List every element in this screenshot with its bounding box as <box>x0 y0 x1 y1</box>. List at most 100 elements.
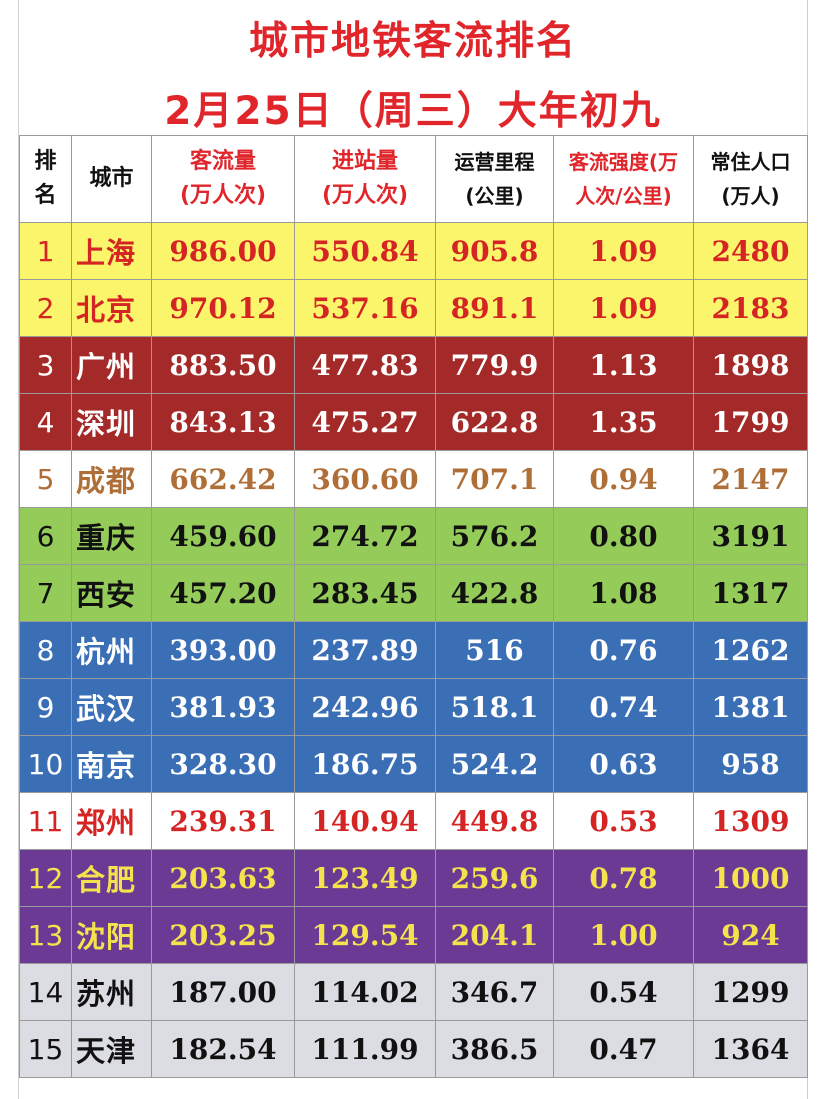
city-cell: 广州 <box>71 336 152 394</box>
inbound-cell: 129.54 <box>294 906 436 964</box>
city-cell: 上海 <box>71 222 152 280</box>
mileage-cell: 622.8 <box>435 393 554 451</box>
inbound-cell: 237.89 <box>294 621 436 679</box>
intensity-cell: 0.80 <box>553 507 694 565</box>
mileage-cell: 518.1 <box>435 678 554 736</box>
inbound-cell: 537.16 <box>294 279 436 337</box>
rank-cell: 1 <box>19 222 72 280</box>
mileage-cell: 779.9 <box>435 336 554 394</box>
city-cell: 沈阳 <box>71 906 152 964</box>
rank-cell: 7 <box>19 564 72 622</box>
page-title: 城市地铁客流排名 <box>248 19 577 64</box>
flow-cell: 457.20 <box>151 564 295 622</box>
table-row: 9 武汉 381.93 242.96 518.1 0.74 1381 <box>19 678 808 736</box>
table-row: 14 苏州 187.00 114.02 346.7 0.54 1299 <box>19 963 808 1021</box>
mileage-cell: 259.6 <box>435 849 554 907</box>
mileage-cell: 576.2 <box>435 507 554 565</box>
mileage-cell: 891.1 <box>435 279 554 337</box>
population-cell: 1799 <box>693 393 808 451</box>
intensity-cell: 0.63 <box>553 735 694 793</box>
population-cell: 1309 <box>693 792 808 850</box>
inbound-cell: 477.83 <box>294 336 436 394</box>
flow-cell: 843.13 <box>151 393 295 451</box>
population-cell: 1381 <box>693 678 808 736</box>
header-population: 常住人口 (万人) <box>693 135 808 223</box>
city-cell: 武汉 <box>71 678 152 736</box>
inbound-cell: 114.02 <box>294 963 436 1021</box>
flow-cell: 203.25 <box>151 906 295 964</box>
city-cell: 北京 <box>71 279 152 337</box>
population-cell: 1898 <box>693 336 808 394</box>
flow-cell: 459.60 <box>151 507 295 565</box>
intensity-cell: 0.54 <box>553 963 694 1021</box>
mileage-cell: 516 <box>435 621 554 679</box>
table-row: 13 沈阳 203.25 129.54 204.1 1.00 924 <box>19 906 808 964</box>
population-cell: 1000 <box>693 849 808 907</box>
rank-cell: 10 <box>19 735 72 793</box>
intensity-cell: 1.00 <box>553 906 694 964</box>
inbound-cell: 360.60 <box>294 450 436 508</box>
flow-cell: 662.42 <box>151 450 295 508</box>
flow-cell: 239.31 <box>151 792 295 850</box>
inbound-cell: 475.27 <box>294 393 436 451</box>
intensity-cell: 0.94 <box>553 450 694 508</box>
rank-cell: 11 <box>19 792 72 850</box>
inbound-cell: 283.45 <box>294 564 436 622</box>
city-cell: 西安 <box>71 564 152 622</box>
inbound-cell: 111.99 <box>294 1020 436 1078</box>
intensity-cell: 0.76 <box>553 621 694 679</box>
city-cell: 郑州 <box>71 792 152 850</box>
flow-cell: 970.12 <box>151 279 295 337</box>
header-mileage: 运营里程 (公里) <box>435 135 554 223</box>
mileage-cell: 346.7 <box>435 963 554 1021</box>
city-cell: 重庆 <box>71 507 152 565</box>
city-cell: 天津 <box>71 1020 152 1078</box>
intensity-cell: 1.35 <box>553 393 694 451</box>
flow-cell: 182.54 <box>151 1020 295 1078</box>
rank-cell: 5 <box>19 450 72 508</box>
population-cell: 2147 <box>693 450 808 508</box>
rank-cell: 6 <box>19 507 72 565</box>
table-row: 2 北京 970.12 537.16 891.1 1.09 2183 <box>19 279 808 337</box>
city-cell: 成都 <box>71 450 152 508</box>
population-cell: 2183 <box>693 279 808 337</box>
header-rank: 排 名 <box>19 135 72 223</box>
ranking-sheet: 城市地铁客流排名 2月25日（周三）大年初九 排 名 城市 客流量 (万人次) <box>18 0 808 1099</box>
city-cell: 合肥 <box>71 849 152 907</box>
population-cell: 2480 <box>693 222 808 280</box>
table-body: 1 上海 986.00 550.84 905.8 1.09 2480 2 北京 … <box>19 222 808 1078</box>
intensity-cell: 1.08 <box>553 564 694 622</box>
flow-cell: 381.93 <box>151 678 295 736</box>
table-header-row: 排 名 城市 客流量 (万人次) 进站量 (万人次) 运营里程 (公里) 客流强 <box>19 135 808 223</box>
intensity-cell: 0.74 <box>553 678 694 736</box>
table-row: 11 郑州 239.31 140.94 449.8 0.53 1309 <box>19 792 808 850</box>
flow-cell: 883.50 <box>151 336 295 394</box>
table-row: 15 天津 182.54 111.99 386.5 0.47 1364 <box>19 1020 808 1078</box>
flow-cell: 328.30 <box>151 735 295 793</box>
table-row: 10 南京 328.30 186.75 524.2 0.63 958 <box>19 735 808 793</box>
city-cell: 深圳 <box>71 393 152 451</box>
ranking-table: 排 名 城市 客流量 (万人次) 进站量 (万人次) 运营里程 (公里) 客流强 <box>19 135 808 1078</box>
rank-cell: 8 <box>19 621 72 679</box>
table-row: 1 上海 986.00 550.84 905.8 1.09 2480 <box>19 222 808 280</box>
population-cell: 958 <box>693 735 808 793</box>
inbound-cell: 186.75 <box>294 735 436 793</box>
rank-cell: 15 <box>19 1020 72 1078</box>
city-cell: 杭州 <box>71 621 152 679</box>
mileage-cell: 905.8 <box>435 222 554 280</box>
table-row: 4 深圳 843.13 475.27 622.8 1.35 1799 <box>19 393 808 451</box>
intensity-cell: 1.09 <box>553 222 694 280</box>
city-cell: 南京 <box>71 735 152 793</box>
page-subtitle: 2月25日（周三）大年初九 <box>164 89 662 134</box>
population-cell: 1262 <box>693 621 808 679</box>
mileage-cell: 449.8 <box>435 792 554 850</box>
table-row: 3 广州 883.50 477.83 779.9 1.13 1898 <box>19 336 808 394</box>
rank-cell: 13 <box>19 906 72 964</box>
intensity-cell: 0.78 <box>553 849 694 907</box>
population-cell: 1317 <box>693 564 808 622</box>
rank-cell: 9 <box>19 678 72 736</box>
rank-cell: 14 <box>19 963 72 1021</box>
inbound-cell: 274.72 <box>294 507 436 565</box>
intensity-cell: 1.13 <box>553 336 694 394</box>
intensity-cell: 1.09 <box>553 279 694 337</box>
